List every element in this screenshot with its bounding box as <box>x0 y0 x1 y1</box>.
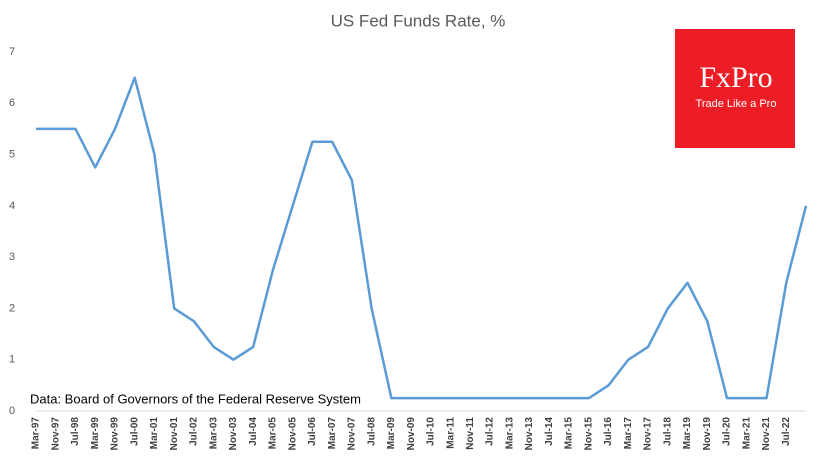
y-tick-label: 6 <box>9 97 15 109</box>
logo: FxPro Trade Like a Pro <box>675 29 795 148</box>
x-tick-label: Nov-97 <box>50 417 61 451</box>
x-tick-label: Jul-12 <box>485 417 496 446</box>
y-tick-label: 1 <box>9 354 15 366</box>
x-tick-label: Nov-17 <box>643 417 654 451</box>
annotation: Data: Board of Governors of the Federal … <box>30 391 361 406</box>
x-tick-label: Mar-03 <box>208 417 219 450</box>
x-tick-label: Jul-02 <box>189 417 200 446</box>
y-tick-label: 4 <box>9 200 15 212</box>
x-tick-label: Nov-15 <box>583 417 594 451</box>
x-tick-label: Nov-21 <box>761 417 772 451</box>
line <box>36 76 808 400</box>
x-tick-label: Jul-20 <box>722 417 733 446</box>
x-tick-label: Nov-99 <box>110 417 121 451</box>
x-tick-label: Mar-05 <box>268 417 279 450</box>
x-tick-label: Jul-22 <box>781 417 792 446</box>
x-tick-label: Jul-14 <box>544 417 555 446</box>
y-tick-label: 0 <box>9 405 15 417</box>
x-tick-label: Nov-19 <box>702 417 713 451</box>
x-tick-label: Mar-99 <box>90 417 101 450</box>
x-tick-label: Mar-09 <box>386 417 397 450</box>
logo-tagline: Trade Like a Pro <box>696 98 777 110</box>
x-tick-label: Jul-04 <box>248 417 259 446</box>
x-tick-label: Nov-07 <box>347 417 358 451</box>
x-tick-label: Mar-11 <box>445 417 456 449</box>
y-tick-label: 5 <box>9 148 15 160</box>
x-tick-label: Mar-97 <box>31 417 42 450</box>
y-tick-label: 7 <box>9 46 15 58</box>
x-tick-label: Mar-07 <box>327 417 338 450</box>
chart-title: US Fed Funds Rate, % <box>331 11 506 30</box>
y-tick-label: 3 <box>9 251 15 263</box>
x-tick-label: Mar-13 <box>504 417 515 450</box>
x-tick-label: Nov-01 <box>169 417 180 451</box>
x-tick-label: Jul-08 <box>366 417 377 446</box>
logo-brand: FxPro <box>699 61 772 94</box>
x-tick-label: Nov-05 <box>287 417 298 451</box>
x-tick-label: Jul-16 <box>603 417 614 446</box>
x-tick-label: Jul-18 <box>662 417 673 446</box>
x-tick-label: Mar-01 <box>149 417 160 450</box>
x-tick-label: Jul-06 <box>307 417 318 446</box>
x-tick-label: Mar-21 <box>741 417 752 450</box>
x-tick-label: Nov-03 <box>228 417 239 451</box>
x-tick-label: Mar-17 <box>623 417 634 450</box>
x-tick-label: Nov-09 <box>406 417 417 451</box>
x-tick-label: Jul-00 <box>129 417 140 446</box>
logo-box <box>675 29 795 148</box>
x-tick-label: Mar-19 <box>682 417 693 450</box>
y-tick-label: 2 <box>9 302 15 314</box>
x-tick-label: Nov-11 <box>465 417 476 450</box>
x-tick-label: Mar-15 <box>564 417 575 450</box>
x-tick-label: Jul-98 <box>70 417 81 446</box>
x-tick-label: Nov-13 <box>524 417 535 451</box>
x-tick-label: Jul-10 <box>426 417 437 446</box>
